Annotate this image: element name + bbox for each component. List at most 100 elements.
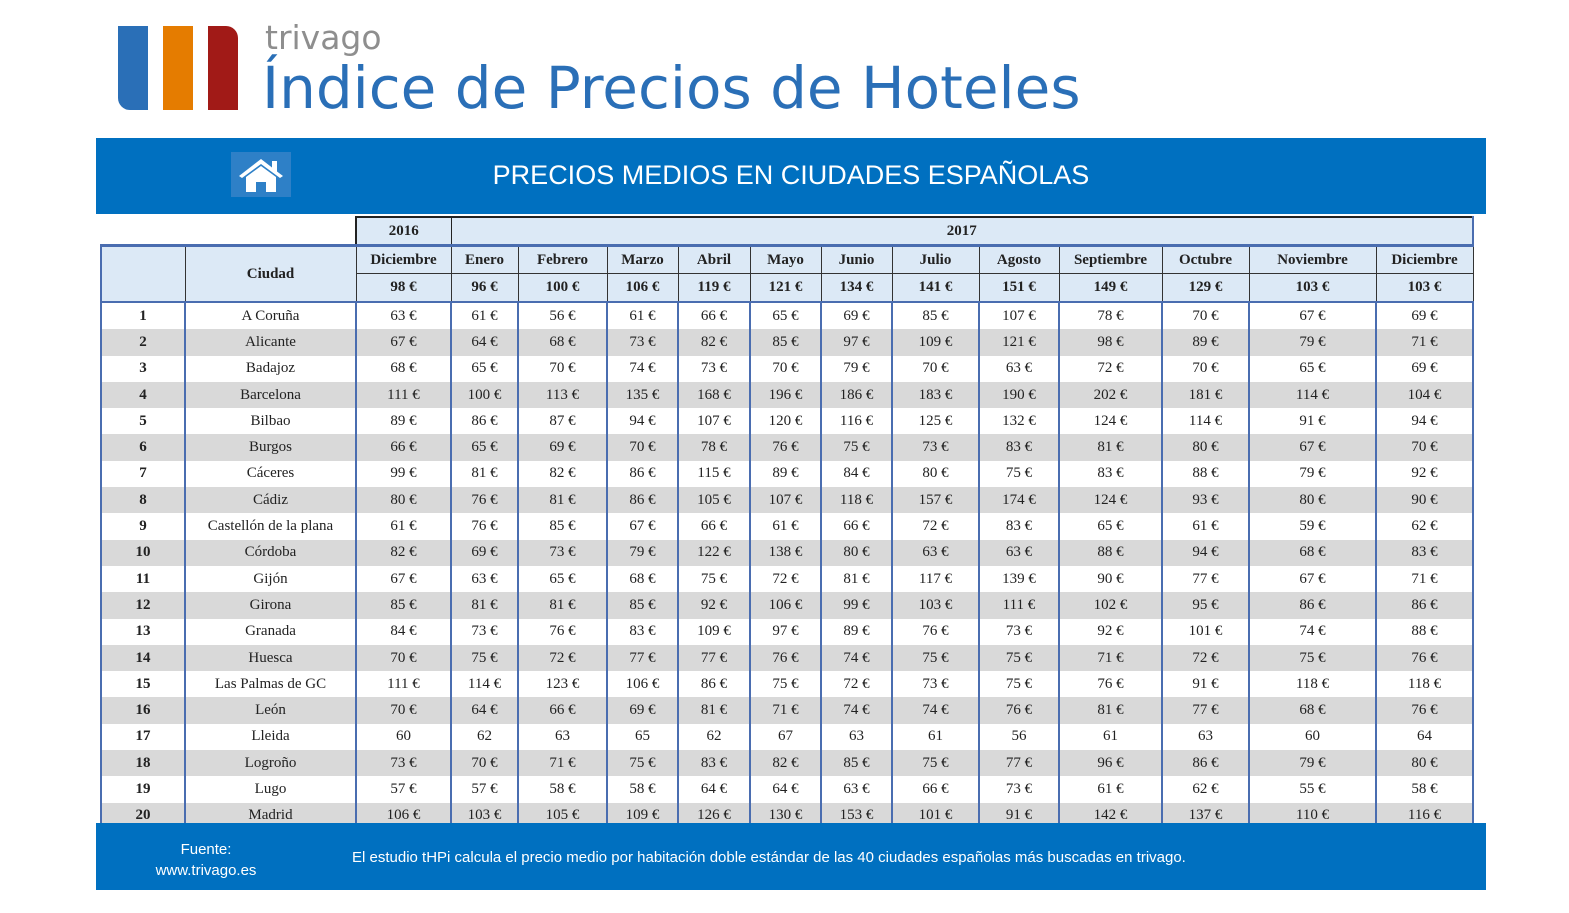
rank-cell: 17 [100, 723, 185, 751]
price-cell: 109 € [677, 618, 750, 645]
city-cell: Bilbao [184, 408, 356, 435]
city-cell: Cáceres [184, 460, 356, 488]
price-cell: 66 € [355, 434, 451, 461]
price-cell: 89 € [820, 618, 892, 645]
banner-title-text: PRECIOS MEDIOS EN CIUDADES ESPAÑOLAS [492, 160, 1090, 190]
price-cell: 97 € [820, 329, 892, 356]
year-2017: 2017 [451, 216, 1474, 246]
month-average: 151 € [978, 273, 1060, 302]
price-cell: 107 € [677, 408, 750, 435]
price-cell: 72 € [820, 671, 892, 698]
logo-bar-red [208, 26, 238, 110]
price-cell: 122 € [677, 539, 750, 566]
price-cell: 82 € [677, 329, 750, 356]
price-cell: 63 € [820, 776, 892, 803]
table-row: 5 Bilbao 89 €86 €87 €94 €107 €120 €116 €12… [100, 408, 1474, 435]
price-cell: 68 € [606, 565, 678, 593]
price-cell: 124 € [1058, 408, 1162, 435]
price-cell: 65 € [450, 355, 518, 382]
price-cell: 78 € [1058, 302, 1162, 330]
price-cell: 57 € [450, 776, 518, 803]
month-header: Diciembre [355, 245, 452, 274]
price-cell: 92 € [1375, 460, 1474, 488]
price-cell: 111 € [978, 592, 1059, 619]
price-cell: 55 € [1248, 776, 1376, 803]
price-cell: 64 [1375, 723, 1474, 751]
city-cell: Gijón [184, 565, 356, 593]
city-cell: A Coruña [184, 302, 356, 330]
table-row: 18 Logroño 73 €70 €71 €75 €83 €82 €85 €75 … [100, 750, 1474, 777]
price-cell: 81 € [450, 592, 518, 619]
price-cell: 83 € [1375, 539, 1474, 566]
price-cell: 68 € [517, 329, 607, 356]
price-cell: 90 € [1058, 565, 1162, 593]
price-cell: 73 € [677, 355, 750, 382]
city-cell: Burgos [184, 434, 356, 461]
price-cell: 76 € [749, 644, 821, 672]
source-link[interactable]: www.trivago.es [155, 862, 257, 879]
price-cell: 74 € [1248, 618, 1376, 645]
price-cell: 168 € [677, 381, 750, 409]
price-cell: 61 € [606, 302, 678, 330]
city-cell: Las Palmas de GC [184, 671, 356, 698]
price-cell: 61 € [749, 513, 821, 540]
price-cell: 92 € [677, 592, 750, 619]
price-cell: 82 € [749, 750, 821, 777]
price-cell: 77 € [978, 750, 1059, 777]
rank-cell: 14 [100, 644, 185, 672]
table-row: 9 Castellón de la plana 61 €76 €85 €67 €66… [100, 513, 1474, 540]
month-average: 100 € [517, 273, 608, 302]
logo-bar-blue [118, 26, 148, 110]
price-cell: 61 € [450, 302, 518, 330]
city-header: Ciudad [184, 245, 357, 303]
price-cell: 91 € [1248, 408, 1376, 435]
price-cell: 83 € [606, 618, 678, 645]
price-cell: 93 € [1161, 487, 1249, 514]
rank-cell: 4 [100, 381, 185, 409]
source-label: Fuente: [180, 841, 232, 858]
price-cell: 81 € [677, 697, 750, 724]
price-cell: 61 [1058, 723, 1162, 751]
price-cell: 80 € [1248, 487, 1376, 514]
price-cell: 70 € [1161, 302, 1249, 330]
price-cell: 79 € [1248, 750, 1376, 777]
rank-cell: 11 [100, 565, 185, 593]
city-cell: Granada [184, 618, 356, 645]
price-cell: 84 € [355, 618, 451, 645]
brand-name: trivago [265, 18, 382, 57]
price-cell: 202 € [1058, 381, 1162, 409]
price-cell: 100 € [450, 381, 518, 409]
price-cell: 65 € [450, 434, 518, 461]
price-cell: 79 € [1248, 460, 1376, 488]
price-cell: 76 € [749, 434, 821, 461]
rank-cell: 15 [100, 671, 185, 698]
price-cell: 56 [978, 723, 1059, 751]
price-cell: 85 € [749, 329, 821, 356]
month-average: 134 € [820, 273, 893, 302]
year-2016: 2016 [355, 216, 452, 246]
price-cell: 81 € [1058, 434, 1162, 461]
month-header: Julio [891, 245, 980, 274]
city-cell: Logroño [184, 750, 356, 777]
table-row: 3 Badajoz 68 €65 €70 €74 €73 €70 €79 €70 €… [100, 355, 1474, 382]
price-cell: 90 € [1375, 487, 1474, 514]
price-cell: 73 € [978, 776, 1059, 803]
price-cell: 113 € [517, 381, 607, 409]
price-cell: 56 € [517, 302, 607, 330]
home-icon[interactable] [231, 152, 291, 197]
rank-cell: 5 [100, 408, 185, 435]
price-cell: 85 € [606, 592, 678, 619]
price-cell: 71 € [749, 697, 821, 724]
rank-cell: 9 [100, 513, 185, 540]
price-cell: 95 € [1161, 592, 1249, 619]
price-cell: 70 € [450, 750, 518, 777]
price-cell: 63 € [891, 539, 979, 566]
price-cell: 60 [1248, 723, 1376, 751]
price-cell: 111 € [355, 381, 451, 409]
price-cell: 65 € [1058, 513, 1162, 540]
price-cell: 85 € [355, 592, 451, 619]
price-cell: 67 € [1248, 434, 1376, 461]
rank-cell: 13 [100, 618, 185, 645]
price-cell: 80 € [355, 487, 451, 514]
price-cell: 73 € [606, 329, 678, 356]
